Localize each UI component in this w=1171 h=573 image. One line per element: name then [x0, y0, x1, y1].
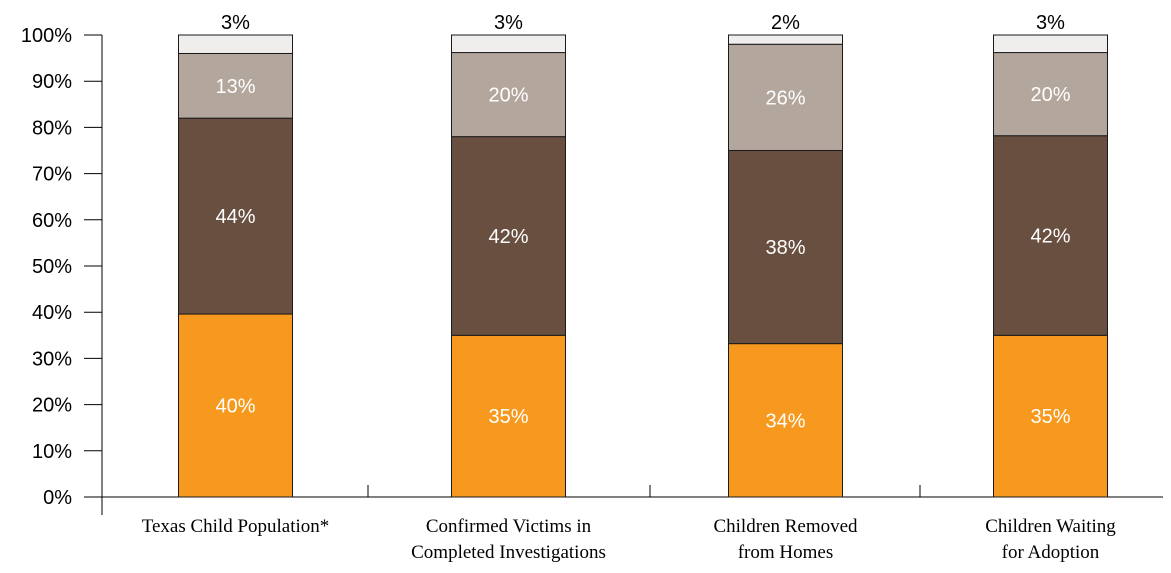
bar-segment — [178, 117, 293, 315]
bar-segment — [728, 43, 843, 152]
bar-data-label: 35% — [488, 406, 528, 428]
bar-segment — [451, 34, 566, 54]
bar-data-label: 34% — [765, 410, 805, 432]
bar-data-label: 20% — [1030, 84, 1070, 106]
y-tick-label: 40% — [32, 302, 72, 324]
bar-segment — [993, 135, 1108, 336]
bars — [178, 34, 1108, 498]
x-category-label: Confirmed Victims in Completed Investigat… — [411, 516, 606, 563]
bar-data-label: 40% — [215, 396, 255, 418]
bar-segment — [728, 34, 843, 45]
bar-data-label: 2% — [771, 12, 800, 34]
y-axis: 0% 10% 20% 30% 40% 50% 60% 70% 80% 90% 100% — [21, 25, 103, 515]
x-axis: Texas Child Population* Confirmed Victims… — [102, 485, 1163, 563]
bar-segment — [728, 150, 843, 345]
bar-data-label: 44% — [215, 206, 255, 228]
bar-data-label: 3% — [494, 12, 523, 34]
bar-segment — [451, 136, 566, 336]
bar-data-label: 42% — [1030, 226, 1070, 248]
bar-data-label: 38% — [765, 237, 805, 259]
y-tick-label: 70% — [32, 164, 72, 186]
bar-segment — [993, 34, 1108, 54]
x-category-label: Texas Child Population* — [142, 516, 330, 537]
y-tick-label: 80% — [32, 117, 72, 139]
bar-data-label: 35% — [1030, 406, 1070, 428]
bar-segment — [728, 343, 843, 498]
y-tick-label: 60% — [32, 210, 72, 232]
bar-segment — [178, 52, 293, 119]
bar-data-label: 13% — [215, 76, 255, 98]
y-tick-label: 90% — [32, 71, 72, 93]
data-labels: 40% 44% 13% 3% 35% 42% 20% 3% 34% 38% 26% 2% 35% 42% 2… — [215, 12, 1070, 432]
y-tick-label: 20% — [32, 395, 72, 417]
bar-segment — [451, 334, 566, 498]
bar-segment — [178, 313, 293, 498]
bar-segment — [993, 52, 1108, 137]
bar-data-label: 26% — [765, 87, 805, 109]
bar-segment — [178, 34, 293, 54]
bar-segment — [451, 52, 566, 138]
y-tick-label: 30% — [32, 348, 72, 370]
y-tick-label: 10% — [32, 441, 72, 463]
bar-data-label: 3% — [221, 12, 250, 34]
y-tick-label: 100% — [21, 25, 72, 47]
y-tick-label: 0% — [43, 487, 72, 509]
bar-data-label: 3% — [1036, 12, 1065, 34]
x-category-label: Children Removed from Homes — [713, 516, 858, 563]
bar-data-label: 42% — [488, 226, 528, 248]
bar-segment — [993, 334, 1108, 498]
x-category-label: Children Waiting for Adoption — [985, 516, 1116, 563]
y-tick-label: 50% — [32, 256, 72, 278]
bar-data-label: 20% — [488, 85, 528, 107]
